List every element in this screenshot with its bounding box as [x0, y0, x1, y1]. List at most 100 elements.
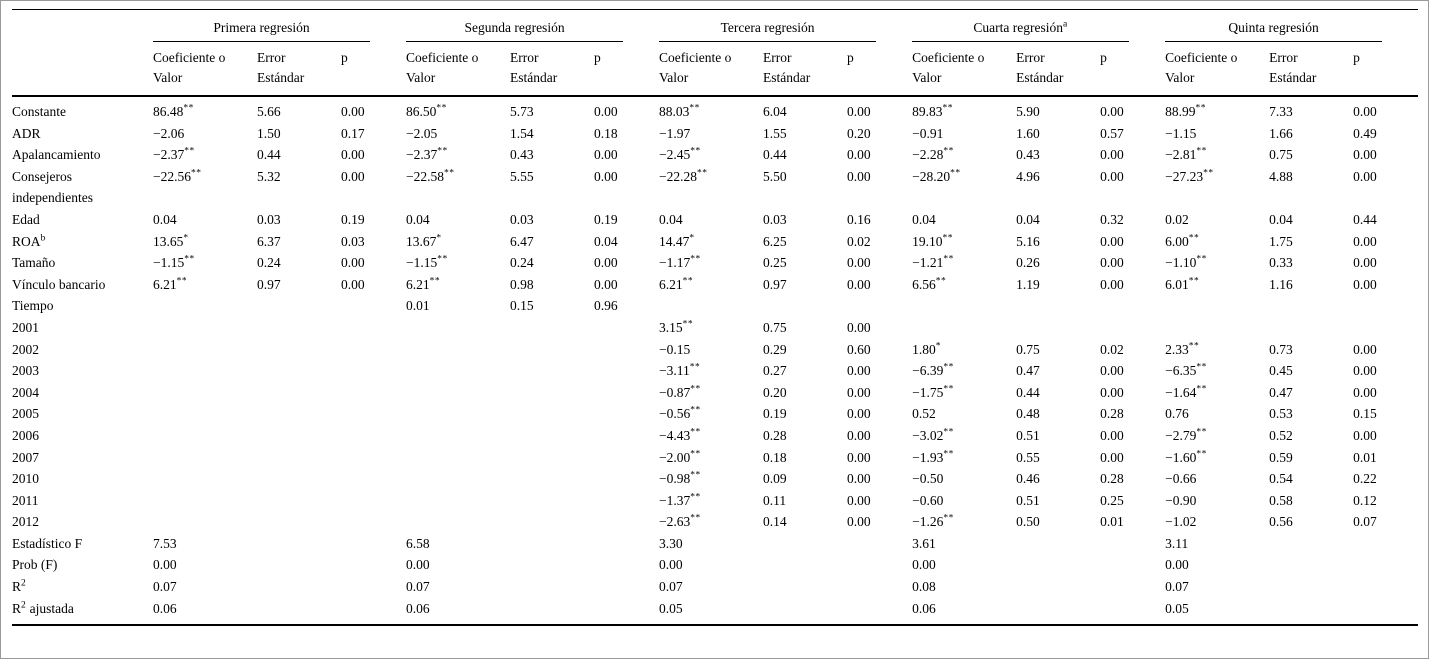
value-cell: 0.18 — [594, 125, 618, 141]
value-cell — [763, 598, 847, 626]
superscript: ** — [184, 146, 195, 157]
value-cell: −1.37** — [659, 492, 701, 508]
row-label: Tiempo — [12, 298, 54, 314]
value-cell: 0.47 — [1016, 363, 1040, 379]
value-cell: 0.97 — [763, 276, 787, 292]
value-cell: 0.03 — [257, 211, 281, 227]
value-cell: 6.04 — [763, 104, 787, 119]
value-cell — [153, 382, 257, 404]
group-header-label: Primera regresión — [153, 15, 371, 42]
value-cell — [594, 403, 659, 425]
value-cell: 0.44 — [257, 147, 281, 163]
value-cell — [257, 598, 341, 626]
superscript: ** — [1188, 341, 1200, 352]
value-cell — [594, 447, 659, 469]
value-cell: 0.00 — [341, 147, 365, 163]
value-cell — [257, 490, 341, 512]
value-cell — [594, 533, 659, 555]
value-cell: 1.19 — [1016, 276, 1040, 292]
row-label: Estadístico F — [12, 535, 83, 551]
value-cell: 1.60 — [1016, 125, 1040, 141]
superscript: ** — [191, 168, 202, 179]
value-cell: 0.97 — [257, 276, 281, 292]
superscript: ** — [1196, 362, 1207, 373]
col-header: Error Estándar — [257, 42, 341, 97]
col-header: Error Estándar — [763, 42, 848, 97]
value-cell: 0.22 — [1353, 471, 1377, 487]
value-cell: −1.21** — [912, 254, 954, 271]
value-cell: −1.75** — [912, 384, 954, 400]
value-cell: 0.20 — [763, 384, 787, 400]
value-cell: 0.00 — [1100, 363, 1124, 379]
value-cell: 1.80* — [912, 341, 941, 357]
value-cell: 0.98 — [510, 276, 534, 292]
value-cell: 0.04 — [659, 211, 683, 227]
row-label: 2012 — [12, 514, 39, 530]
value-cell: 0.33 — [1269, 255, 1293, 271]
col-header: p — [1353, 42, 1419, 97]
value-cell — [1353, 554, 1418, 576]
value-cell: 0.43 — [1016, 147, 1040, 163]
value-cell: 88.99** — [1165, 103, 1206, 119]
row-label: 2011 — [12, 492, 39, 508]
value-cell: 5.16 — [1016, 233, 1040, 249]
value-cell — [510, 382, 594, 404]
value-cell — [1100, 295, 1165, 317]
row-label: ADR — [12, 125, 41, 141]
value-cell: −22.28** — [659, 168, 708, 184]
value-cell: 0.00 — [847, 449, 871, 465]
value-cell: 0.00 — [406, 557, 430, 573]
value-cell: 0.00 — [594, 147, 618, 163]
value-cell: 0.01 — [1353, 449, 1377, 465]
value-cell — [510, 360, 594, 382]
value-cell: 4.96 — [1016, 168, 1040, 184]
value-cell — [510, 490, 594, 512]
row-label: Constante — [12, 104, 66, 119]
row-label: 2010 — [12, 471, 39, 487]
value-cell: 0.19 — [594, 211, 618, 227]
value-cell — [1165, 317, 1269, 339]
col-header: Coeficiente o Valor — [406, 42, 511, 97]
value-cell — [341, 554, 406, 576]
group-header-label: Segunda regresión — [406, 15, 624, 42]
value-cell: 0.25 — [763, 255, 787, 271]
value-cell: 0.54 — [1269, 471, 1293, 487]
value-cell — [341, 360, 406, 382]
value-cell: 3.61 — [912, 535, 936, 551]
value-cell — [1016, 598, 1100, 626]
table-row: 2011 −1.37** 0.11 0.00 −0.60 0.51 0.25 −0.90 0.5… — [12, 490, 1418, 512]
value-cell: 0.07 — [1165, 579, 1189, 595]
value-cell: 0.24 — [510, 255, 534, 271]
table-row: 2007 −2.00** 0.18 0.00 −1.93** 0.55 0.00 −1.60*… — [12, 447, 1418, 469]
value-cell: 0.15 — [510, 298, 534, 314]
group-header: Quinta regresión — [1165, 10, 1418, 42]
col-header: Coeficiente o Valor — [912, 42, 1017, 97]
value-cell: 0.26 — [1016, 255, 1040, 271]
value-cell — [406, 425, 510, 447]
value-cell — [594, 382, 659, 404]
value-cell — [1165, 295, 1269, 317]
superscript: ** — [943, 449, 954, 459]
value-cell: 0.00 — [1353, 384, 1377, 400]
value-cell: 0.00 — [1353, 233, 1377, 249]
value-cell: 5.32 — [257, 168, 281, 184]
value-cell: 0.00 — [1353, 276, 1377, 292]
table-header: Primera regresión Segunda regresión Tercer… — [12, 10, 1419, 97]
value-cell: 0.60 — [847, 341, 871, 357]
value-cell — [153, 360, 257, 382]
value-cell: −1.97 — [659, 125, 691, 141]
table-row: Constante 86.48** 5.66 0.00 86.50** 5.73 0.00 8… — [12, 96, 1418, 123]
value-cell: −0.56** — [659, 405, 701, 422]
value-cell: −2.28** — [912, 146, 954, 163]
value-cell — [763, 576, 847, 598]
value-cell: 0.00 — [1353, 104, 1377, 119]
value-cell: 0.00 — [847, 276, 871, 292]
table-row: 2005 −0.56** 0.19 0.00 0.52 0.48 0.28 0.76 0.53 0… — [12, 403, 1418, 425]
value-cell: −6.39** — [912, 362, 954, 379]
superscript: ** — [1196, 384, 1207, 395]
value-cell: 0.00 — [847, 168, 871, 184]
table-row: Apalancamiento −2.37** 0.44 0.00 −2.37** 0.43… — [12, 144, 1418, 166]
row-label: 2006 — [12, 427, 39, 443]
table-row: ADR −2.06 1.50 0.17 −2.05 1.54 0.18 −1.97 1.55 0.… — [12, 123, 1418, 145]
value-cell — [1269, 554, 1353, 576]
